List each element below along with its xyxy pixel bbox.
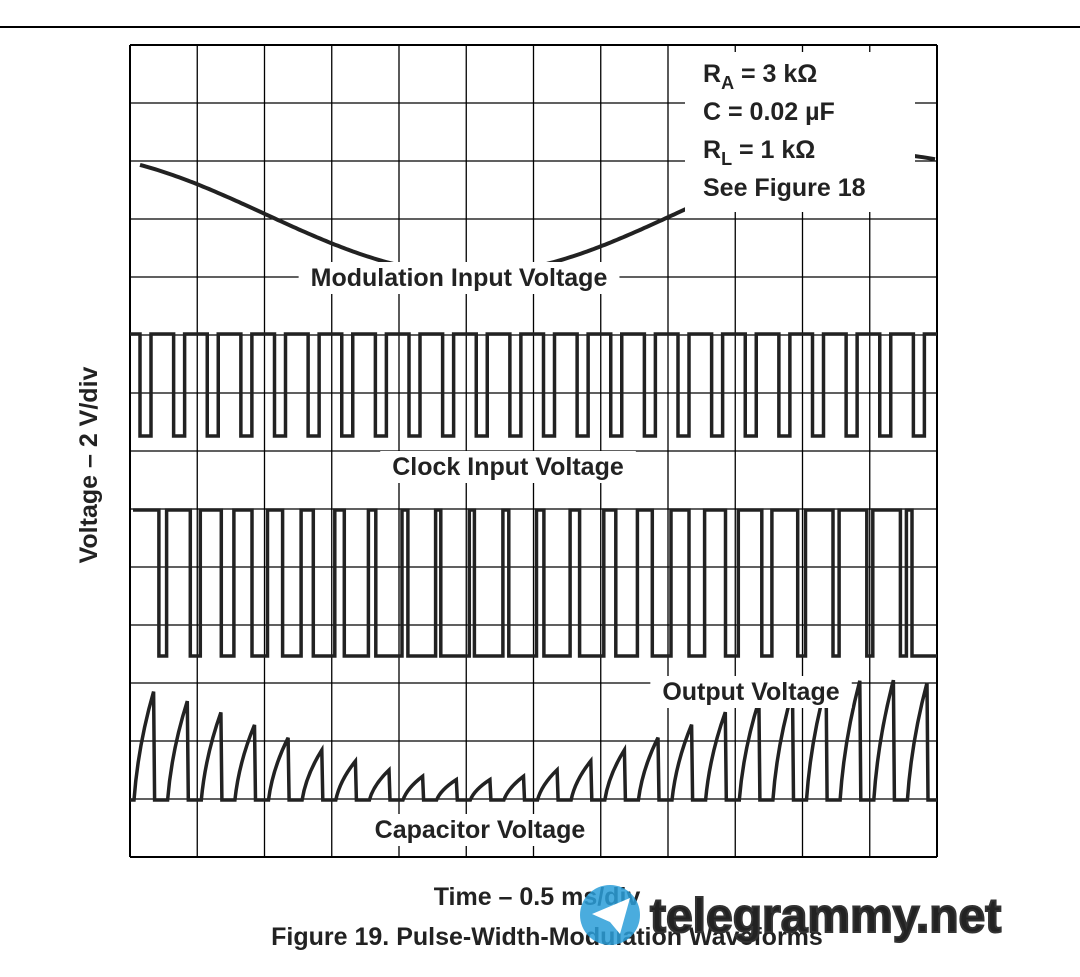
trace-label: Output Voltage — [662, 678, 839, 706]
watermark: telegrammy.net — [580, 885, 1002, 945]
trace-label-bg — [650, 676, 852, 708]
watermark-plane — [592, 898, 630, 934]
caption: Figure 19. Pulse-Width-Modulation Wavefo… — [271, 923, 823, 951]
annotation: See Figure 18 — [703, 174, 866, 202]
trace-label: Clock Input Voltage — [392, 453, 624, 481]
clock-trace — [130, 332, 937, 438]
output-trace — [133, 508, 937, 658]
capacitor-trace — [130, 679, 937, 802]
annotation: RA = 3 kΩ — [703, 60, 817, 93]
annotation-bg — [685, 52, 915, 212]
y-axis-label: Voltage – 2 V/div — [75, 366, 103, 563]
trace-label: Capacitor Voltage — [375, 816, 586, 844]
trace-label-bg — [298, 262, 620, 294]
watermark-text: telegrammy.net — [650, 890, 1001, 943]
trace-label: Modulation Input Voltage — [311, 264, 608, 292]
labels: RA = 3 kΩ C = 0.02 µF RL = 1 kΩ See Figure … — [298, 52, 915, 846]
annotation: C = 0.02 µF — [703, 98, 835, 126]
trace-label-bg — [362, 814, 598, 846]
trace-label-bg — [380, 451, 636, 483]
annotation: RL = 1 kΩ — [703, 136, 815, 169]
